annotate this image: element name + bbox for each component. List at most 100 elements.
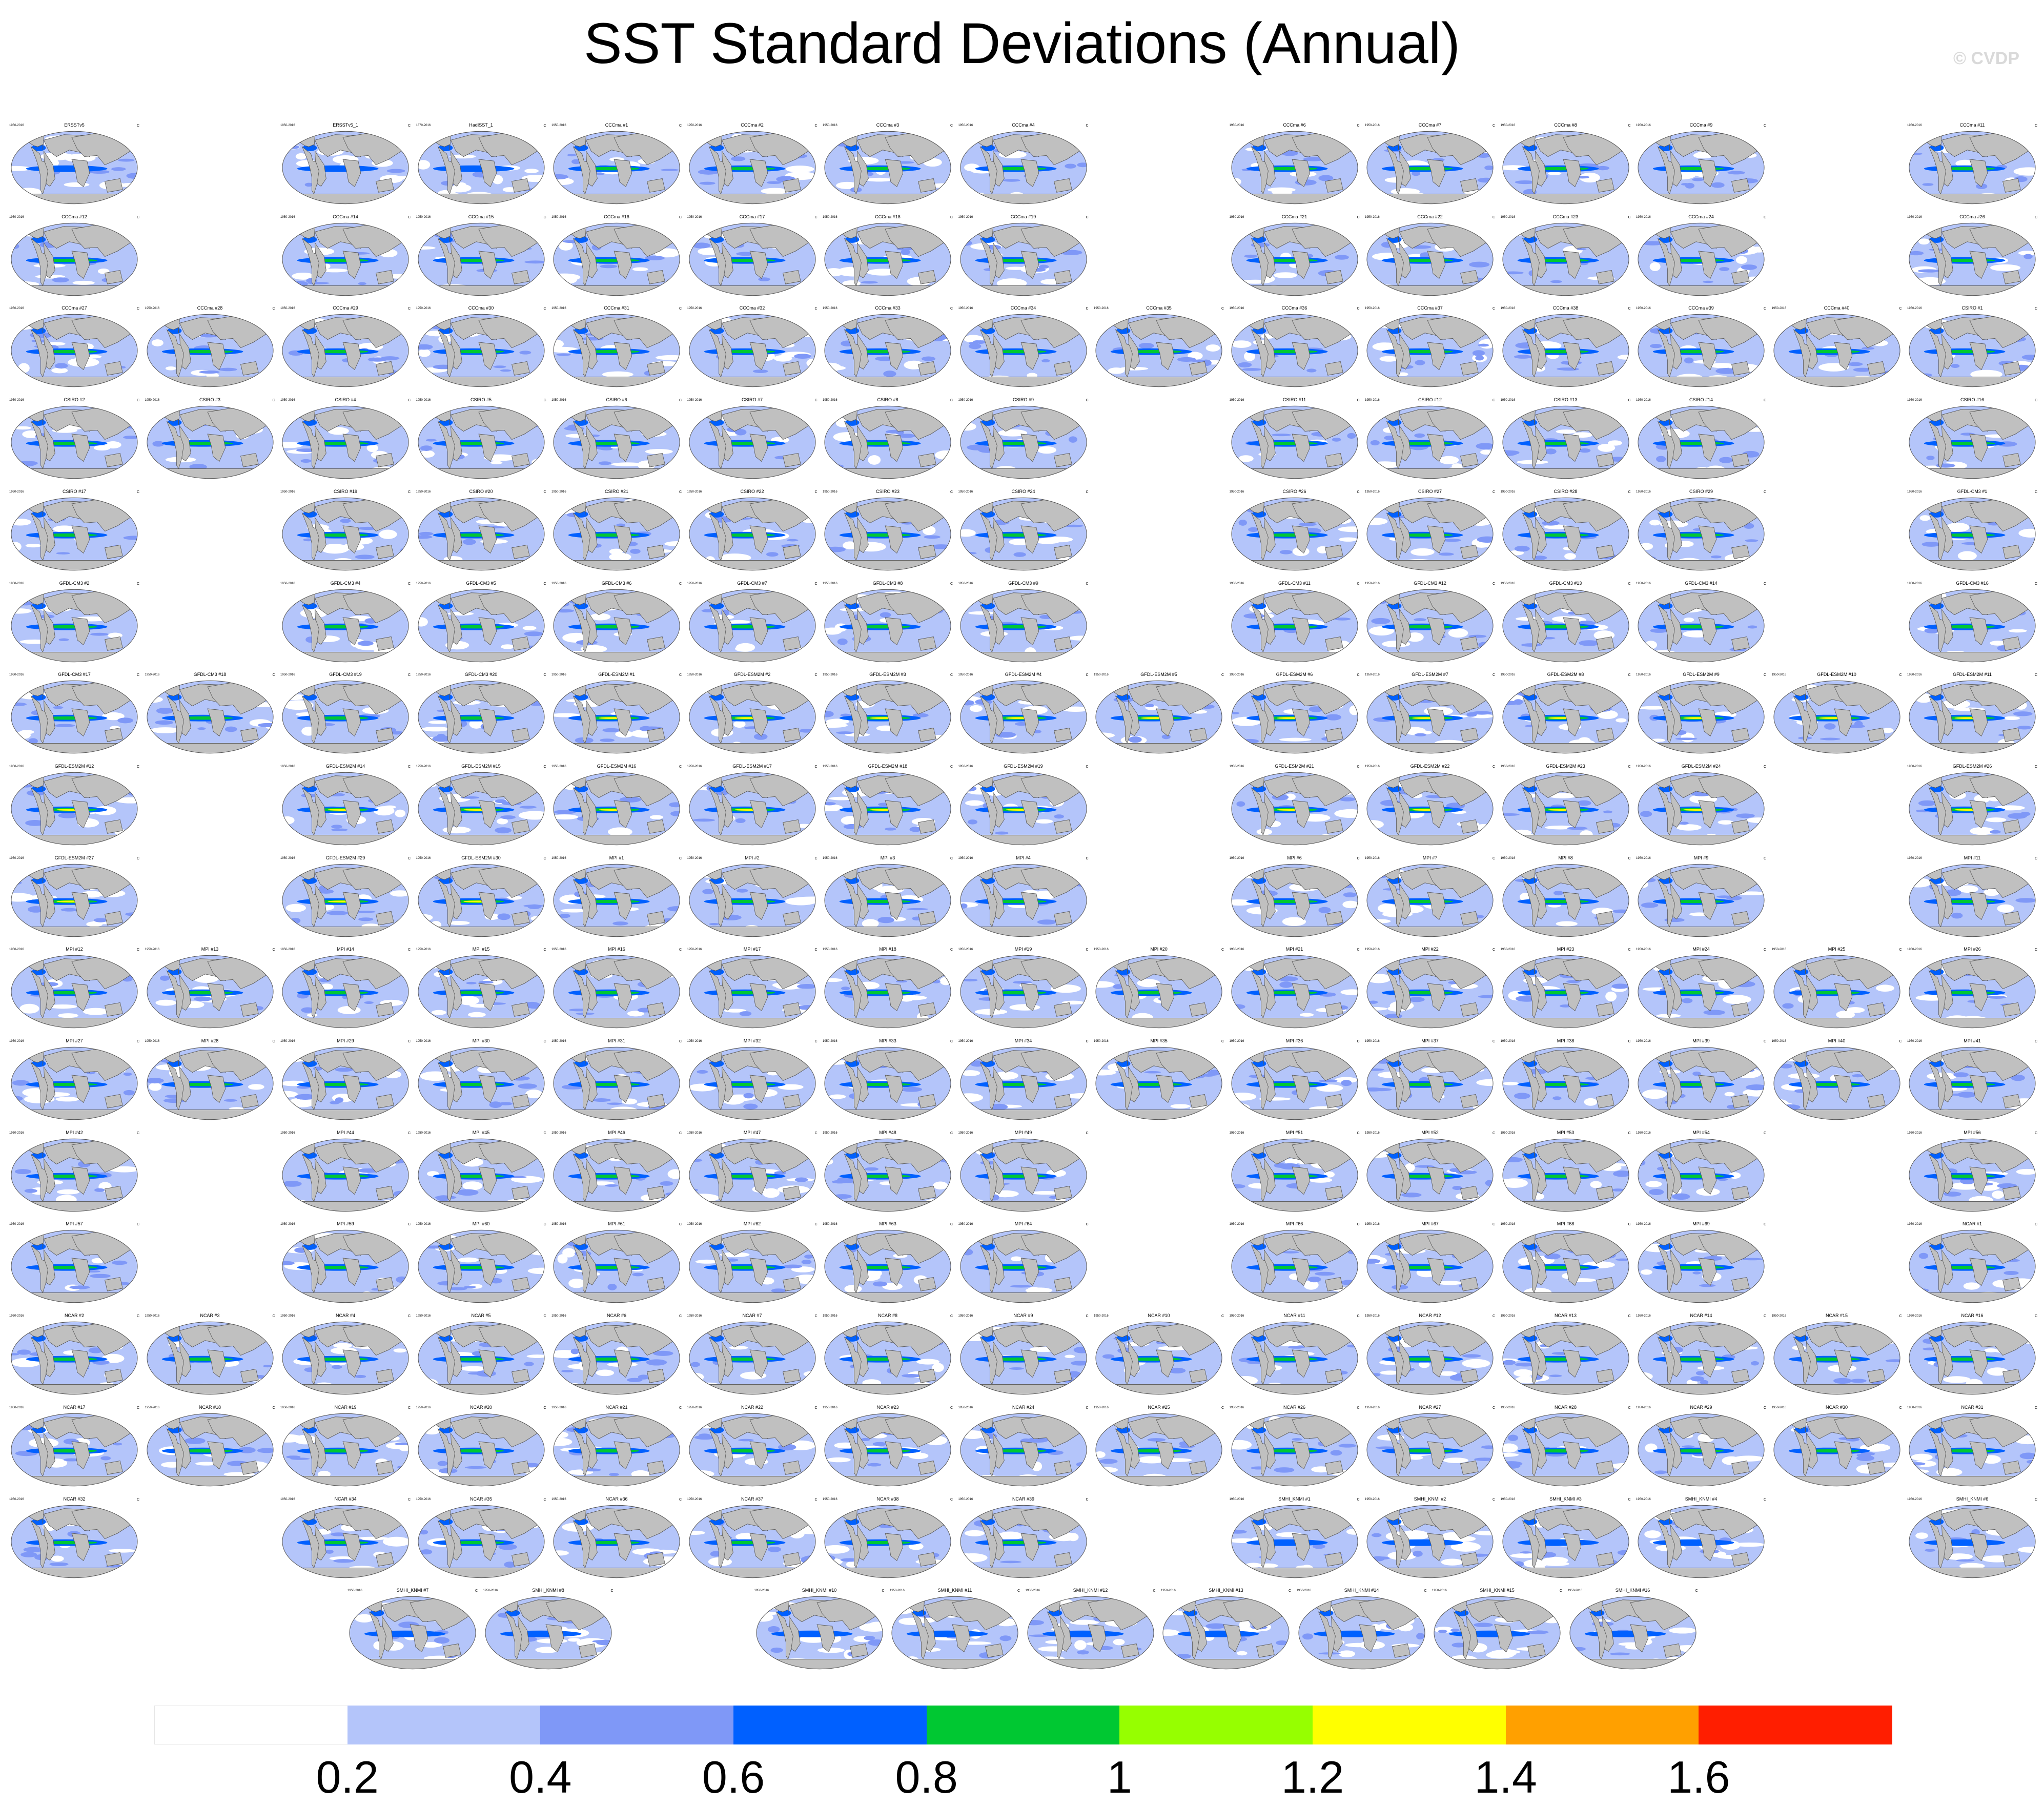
panel-title: GFDL-ESM2M #1 [598, 672, 635, 677]
panel-units: C [679, 765, 682, 769]
panel-units: C [1763, 1497, 1766, 1502]
sst-std-map [1231, 955, 1358, 1029]
panel-title: CSIRO #23 [875, 488, 900, 494]
panel-title: GFDL-ESM2M #23 [1546, 763, 1585, 769]
map-panel: CCCma #29 1950-2016 C [279, 305, 412, 389]
colorbar [154, 1706, 1892, 1744]
panel-title: NCAR #11 [1283, 1313, 1305, 1319]
map-panel: NCAR #32 1950-2016 C [8, 1496, 140, 1580]
colorbar-tick-label: 1.6 [1667, 1752, 1730, 1802]
panel-units: C [543, 399, 546, 403]
sst-std-map [146, 680, 274, 754]
map-panel: GFDL-ESM2M #8 1950-2016 C [1500, 671, 1632, 756]
panel-period: 1950-2016 [280, 1131, 295, 1135]
sst-std-map [282, 1046, 409, 1120]
map-panel: MPI #63 1950-2016 C [822, 1221, 954, 1305]
sst-std-map [824, 772, 951, 846]
panel-period: 1950-2016 [687, 399, 702, 402]
panel-title: NCAR #14 [1690, 1313, 1712, 1319]
panel-units: C [1492, 1131, 1495, 1135]
sst-std-map [349, 1596, 476, 1670]
sst-std-map [891, 1596, 1018, 1670]
panel-title: SMHI_KNMI #4 [1685, 1496, 1718, 1502]
sst-std-map [417, 955, 545, 1029]
map-panel: CCCma #34 1950-2016 C [957, 305, 1090, 389]
panel-units: C [1628, 765, 1631, 769]
sst-std-map [1638, 131, 1765, 204]
panel-period: 1950-2016 [1907, 215, 1922, 219]
panel-period: 1950-2016 [280, 490, 295, 494]
map-panel: HadISST_1 1870-2016 C [415, 122, 547, 207]
panel-title: CCCma #29 [333, 305, 358, 311]
panel-title: GFDL-ESM2M #17 [732, 763, 772, 769]
panel-period: 1950-2016 [1365, 1315, 1380, 1318]
sst-std-map [11, 1138, 138, 1211]
panel-units: C [814, 673, 817, 677]
sst-std-map [553, 1138, 680, 1211]
sst-std-map [1638, 955, 1765, 1029]
panel-title: MPI #6 [1287, 855, 1302, 860]
panel-units: C [679, 1315, 682, 1319]
map-panel: MPI #68 1950-2016 C [1500, 1221, 1632, 1305]
panel-title: NCAR #26 [1283, 1404, 1306, 1410]
panel-period: 1950-2016 [1907, 490, 1922, 494]
sst-std-map [1366, 955, 1494, 1029]
panel-units: C [1628, 124, 1631, 128]
sst-std-map [282, 1138, 409, 1211]
panel-title: GFDL-CM3 #4 [330, 580, 361, 586]
map-panel: GFDL-CM3 #16 1950-2016 C [1906, 580, 2038, 665]
panel-period: 1950-2016 [1365, 1223, 1380, 1226]
panel-period: 1950-2016 [823, 856, 837, 860]
panel-title: CSIRO #4 [335, 397, 356, 403]
sst-std-map [1909, 497, 2036, 571]
sst-std-map [824, 1046, 951, 1120]
sst-std-map [1638, 1138, 1765, 1211]
panel-period: 1950-2016 [687, 1406, 702, 1409]
sst-std-map [959, 1321, 1087, 1395]
map-panel: MPI #31 1950-2016 C [550, 1038, 683, 1122]
panel-units: C [1763, 948, 1766, 952]
panel-title: SMHI_KNMI #14 [1344, 1588, 1379, 1593]
panel-title: GFDL-ESM2M #29 [325, 855, 365, 860]
panel-units: C [543, 673, 546, 677]
map-panel: NCAR #2 1950-2016 C [8, 1312, 140, 1397]
sst-std-map [417, 1046, 545, 1120]
sst-std-map [1909, 589, 2036, 662]
panel-title: NCAR #39 [1012, 1496, 1035, 1502]
map-panel: NCAR #13 1950-2016 C [1500, 1312, 1632, 1397]
panel-units: C [1763, 673, 1766, 677]
panel-title: CCCma #30 [468, 305, 494, 311]
panel-units: C [950, 490, 953, 494]
map-panel: CCCma #21 1950-2016 C [1229, 214, 1361, 298]
panel-units: C [407, 1315, 411, 1319]
panel-period: 1950-2016 [145, 948, 160, 952]
sst-std-map [417, 1230, 545, 1303]
panel-units: C [543, 1497, 546, 1502]
panel-period: 1950-2016 [958, 1040, 973, 1043]
map-panel: GFDL-ESM2M #1 1950-2016 C [550, 671, 683, 756]
sst-std-map [1231, 131, 1358, 204]
panel-units: C [1492, 765, 1495, 769]
panel-period: 1950-2016 [687, 1315, 702, 1318]
panel-period: 1950-2016 [1567, 1589, 1583, 1593]
map-panel: GFDL-ESM2M #5 1950-2016 C [1093, 671, 1225, 756]
map-panel: MPI #4 1950-2016 C [957, 855, 1090, 939]
map-panel: GFDL-ESM2M #23 1950-2016 C [1500, 763, 1632, 848]
map-panel: NCAR #35 1950-2016 C [415, 1496, 547, 1580]
map-panel: MPI #16 1950-2016 C [550, 946, 683, 1031]
sst-std-map [688, 1138, 816, 1211]
map-panel: MPI #21 1950-2016 C [1229, 946, 1361, 1031]
panel-period: 1950-2016 [416, 856, 431, 860]
map-panel: NCAR #1 1950-2016 C [1906, 1221, 2038, 1305]
panel-units: C [679, 856, 682, 860]
panel-period: 1950-2016 [958, 1131, 973, 1135]
map-panel: CSIRO #28 1950-2016 C [1500, 488, 1632, 573]
panel-title: MPI #61 [608, 1221, 625, 1227]
panel-title: SMHI_KNMI #2 [1414, 1496, 1446, 1502]
panel-period: 1950-2016 [1365, 490, 1380, 494]
map-panel: GFDL-CM3 #7 1950-2016 C [686, 580, 819, 665]
sst-std-map [1231, 405, 1358, 479]
panel-units: C [1763, 1040, 1766, 1043]
panel-units: C [2034, 215, 2037, 219]
panel-period: 1950-2016 [1636, 1315, 1651, 1318]
